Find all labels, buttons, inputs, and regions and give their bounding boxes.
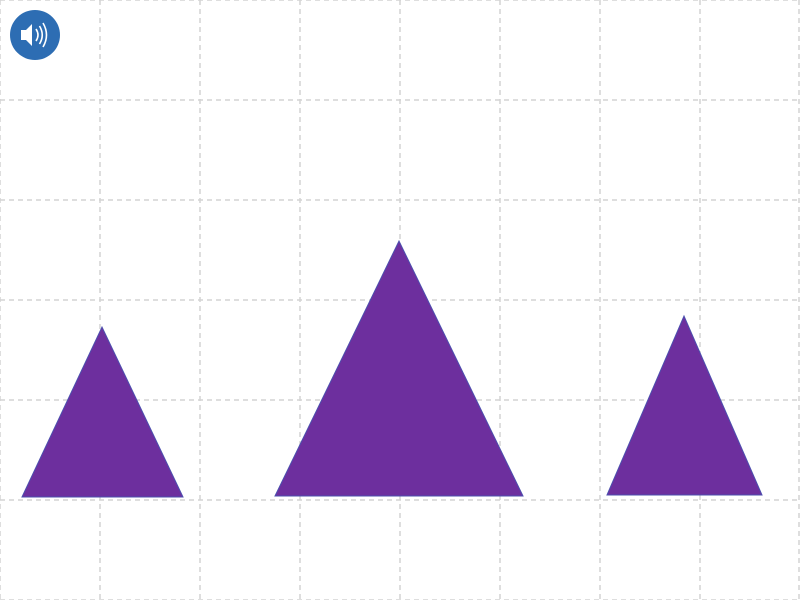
sound-button-circle bbox=[10, 10, 60, 60]
speaker-icon bbox=[21, 22, 48, 48]
shape-group bbox=[21, 239, 763, 498]
sound-button[interactable] bbox=[10, 10, 60, 60]
triangle-middle[interactable] bbox=[274, 239, 524, 497]
triangle-left[interactable] bbox=[21, 325, 184, 498]
triangle-right[interactable] bbox=[606, 314, 763, 496]
